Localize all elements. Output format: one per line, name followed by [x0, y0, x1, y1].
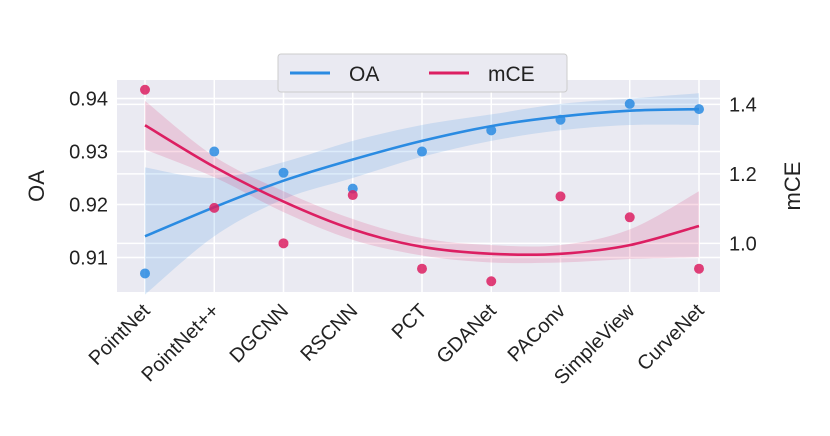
x-tick-label: CurveNet — [633, 300, 709, 376]
mce-confidence-band — [145, 100, 699, 264]
oa-point — [417, 146, 427, 157]
legend-frame — [277, 53, 568, 93]
mce-point — [209, 202, 220, 213]
y-left-tick-label: 0.93 — [69, 142, 108, 164]
x-tick-label: PointNet — [85, 300, 155, 370]
x-tick-label: GDANet — [433, 300, 502, 369]
x-tick-label: PCT — [388, 300, 432, 344]
y-left-tick-label: 0.91 — [69, 248, 108, 270]
mce-point — [140, 84, 150, 95]
oa-confidence-band — [145, 93, 699, 295]
oa-point — [624, 98, 635, 109]
oa-point — [694, 104, 704, 115]
confidence-bands — [145, 93, 699, 295]
oa-point — [140, 268, 150, 279]
y-right-tick-label: 1.0 — [729, 233, 757, 255]
oa-point — [278, 167, 289, 178]
mce-point — [624, 212, 635, 223]
y-left-tick-label: 0.94 — [69, 89, 108, 111]
plot-background — [117, 80, 720, 292]
y-right-tick-label: 1.2 — [729, 164, 757, 186]
y-left-tick-label: 0.92 — [69, 195, 108, 217]
mce-point — [486, 276, 497, 287]
x-tick-label: DGCNN — [226, 300, 293, 367]
legend-label-oa: OA — [349, 63, 379, 86]
oa-point — [209, 146, 220, 157]
data-points — [140, 84, 704, 287]
mce-point — [417, 263, 427, 274]
mce-point — [347, 190, 358, 201]
legend-label-mce: mCE — [488, 63, 535, 86]
legend: OA mCE — [277, 53, 568, 93]
x-tick-label: PAConv — [504, 300, 570, 366]
oa-point — [555, 114, 566, 125]
x-tick-label: RSCNN — [296, 300, 362, 366]
y-axis-right-label: mCE — [780, 162, 805, 211]
mce-point — [278, 238, 289, 249]
fit-lines — [144, 107, 700, 257]
mce-point — [694, 263, 704, 274]
y-right-tick-label: 1.4 — [729, 94, 757, 116]
oa-point — [486, 125, 497, 136]
y-axis-left-label: OA — [24, 170, 49, 202]
grid-lines — [117, 80, 720, 292]
mce-fit-line — [144, 124, 700, 257]
mce-point — [555, 191, 566, 202]
oa-fit-line — [144, 107, 700, 238]
